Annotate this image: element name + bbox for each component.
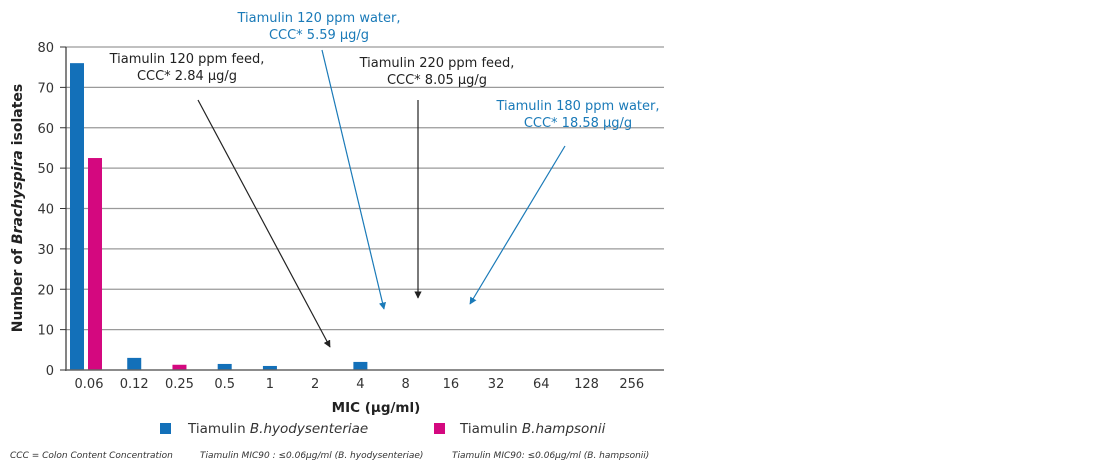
footnotes: CCC = Colon Content Concentration Tiamul… [10, 451, 649, 461]
bar-hyodysenteriae-4 [353, 361, 368, 370]
footnote-ccc: CCC = Colon Content Concentration [10, 451, 173, 461]
bar-hyodysenteriae-0.5 [217, 363, 232, 370]
x-tick-label: 128 [574, 377, 599, 392]
legend-label-hyodysenteriae: Tiamulin B.hyodysenteriae [187, 421, 368, 437]
x-tick-label: 64 [533, 377, 550, 392]
annotation-line2: CCC* 5.59 µg/g [269, 28, 369, 43]
y-axis-label-prefix: Number of [10, 244, 26, 332]
bar-hyodysenteriae-0.06 [70, 63, 84, 371]
y-tick-label: 60 [37, 122, 54, 137]
annotation-arrow [321, 49, 386, 310]
annotation-line2: CCC* 2.84 µg/g [137, 69, 237, 84]
footnote-mic90-hyodysenteriae: Tiamulin MIC90 : ≤0.06µg/ml (B. hyodysen… [200, 451, 423, 461]
annotation-line2: CCC* 18.58 µg/g [524, 116, 632, 131]
x-tick-label: 8 [401, 377, 409, 392]
bar-hampsonii-0.25 [172, 364, 187, 370]
footnote-mic90-hampsonii: Tiamulin MIC90: ≤0.06µg/ml (B. hampsonii… [452, 451, 649, 461]
x-tick-label: 4 [356, 377, 364, 392]
y-tick-label: 70 [37, 81, 54, 96]
x-tick-label: 0.25 [165, 377, 194, 392]
legend-swatch-hyodysenteriae [160, 423, 171, 434]
annotations: Tiamulin 120 ppm feed, CCC* 2.84 µg/g Tiam… [109, 11, 660, 348]
annotation-line1: Tiamulin 120 ppm water, [236, 11, 400, 26]
y-tick-label: 10 [37, 324, 54, 339]
annotation-line1: Tiamulin 220 ppm feed, [359, 56, 515, 71]
annotation-line1: Tiamulin 120 ppm feed, [109, 52, 265, 67]
x-tick-label: 0.06 [75, 377, 104, 392]
legend-swatch-hampsonii [434, 423, 445, 434]
y-axis-label: Number of Brachyspira isolates [10, 84, 26, 332]
y-tick-label: 40 [37, 203, 54, 218]
bars [70, 63, 368, 371]
x-axis-label: MIC (µg/ml) [332, 400, 421, 416]
y-axis-label-suffix: isolates [10, 84, 26, 150]
y-axis-label-italic: Brachyspira [10, 150, 26, 244]
y-axis-ticks: 0 10 20 30 40 50 60 70 80 [37, 41, 66, 379]
y-tick-label: 20 [37, 283, 54, 298]
y-tick-label: 80 [37, 41, 54, 56]
x-tick-label: 16 [443, 377, 460, 392]
x-tick-label: 0.5 [214, 377, 235, 392]
x-axis-ticks: 0.06 0.12 0.25 0.5 1 2 4 8 16 32 64 128 256 [75, 377, 645, 392]
legend-label-hampsonii: Tiamulin B.hampsonii [459, 421, 606, 437]
annotation-arrow [469, 145, 566, 305]
x-tick-label: 0.12 [120, 377, 149, 392]
y-tick-label: 30 [37, 243, 54, 258]
bar-hyodysenteriae-1 [262, 365, 277, 370]
gridlines [66, 46, 664, 331]
annotation-arrow [197, 99, 331, 348]
annotation-line2: CCC* 8.05 µg/g [387, 73, 487, 88]
annotation-line1: Tiamulin 180 ppm water, [495, 99, 659, 114]
x-tick-label: 256 [619, 377, 644, 392]
y-tick-label: 0 [46, 364, 54, 379]
x-tick-label: 1 [266, 377, 274, 392]
x-tick-label: 2 [311, 377, 319, 392]
bar-hampsonii-0.06 [88, 158, 102, 370]
legend: Tiamulin B.hyodysenteriae Tiamulin B.ham… [160, 421, 606, 437]
y-tick-label: 50 [37, 162, 54, 177]
x-tick-label: 32 [488, 377, 505, 392]
bar-hyodysenteriae-0.12 [127, 357, 142, 370]
